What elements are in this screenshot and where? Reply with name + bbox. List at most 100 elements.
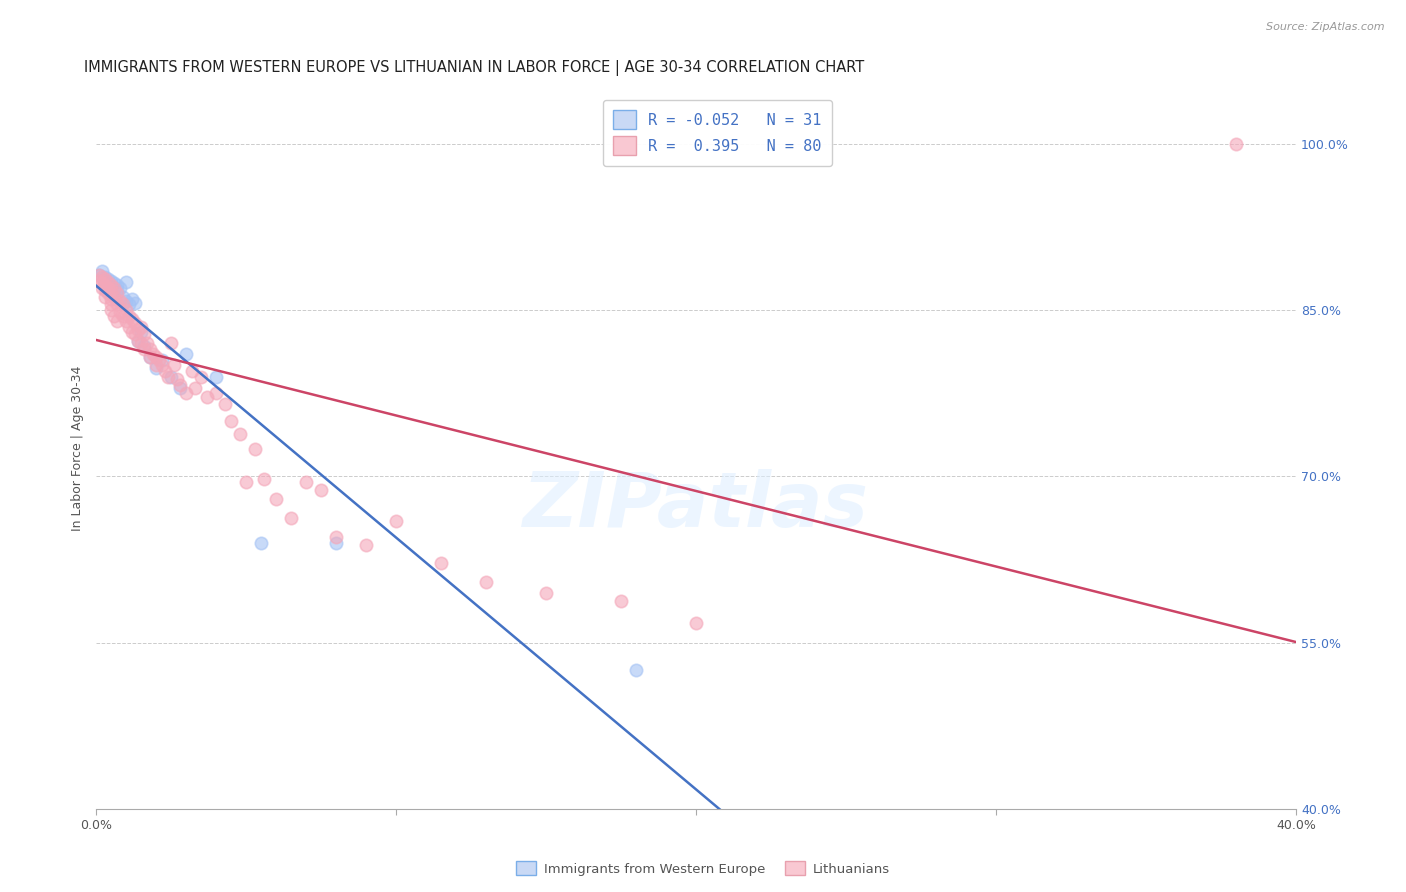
Point (264, 491, 287, 506)
Point (157, 369, 180, 384)
Point (97, 281, 120, 295)
Point (105, 286, 128, 301)
Point (184, 381, 207, 395)
Point (87, 274, 110, 288)
Point (190, 369, 212, 384)
Point (91, 269, 114, 284)
Point (105, 314, 128, 328)
Point (280, 511, 302, 525)
Point (624, 664, 647, 678)
Point (150, 352, 173, 367)
Point (94, 290, 117, 304)
Point (150, 359, 173, 373)
Point (160, 336, 183, 351)
Point (108, 294, 131, 309)
Point (94, 278, 117, 293)
Point (118, 319, 141, 334)
Point (145, 360, 167, 375)
Point (129, 319, 152, 334)
Point (243, 442, 266, 456)
Point (229, 427, 252, 442)
Point (118, 309, 141, 323)
Point (163, 359, 186, 373)
Point (94, 283, 117, 297)
Point (105, 277, 128, 292)
Point (685, 615, 707, 630)
Point (205, 369, 228, 384)
Point (195, 390, 218, 404)
Point (127, 334, 149, 348)
Point (132, 338, 155, 352)
Legend: R = -0.052   N = 31, R =  0.395   N = 80: R = -0.052 N = 31, R = 0.395 N = 80 (603, 100, 832, 166)
Point (430, 556, 453, 570)
Point (94, 269, 117, 284)
Point (108, 305, 131, 319)
Point (129, 325, 152, 339)
Point (253, 472, 276, 486)
Point (97, 278, 120, 293)
Point (112, 290, 135, 304)
Point (145, 359, 167, 373)
Point (97, 272, 120, 286)
Text: Source: ZipAtlas.com: Source: ZipAtlas.com (1267, 22, 1385, 32)
Point (129, 336, 152, 351)
Point (121, 292, 143, 306)
Point (103, 281, 125, 295)
Point (100, 277, 122, 292)
Point (100, 283, 122, 297)
Point (103, 309, 125, 323)
Point (309, 483, 332, 497)
Point (354, 538, 377, 552)
Point (100, 292, 122, 306)
Point (534, 586, 557, 600)
Point (87, 268, 110, 282)
Point (295, 475, 318, 489)
Point (142, 347, 165, 361)
Point (127, 323, 149, 337)
Point (148, 352, 170, 367)
Point (97, 286, 120, 301)
Point (610, 593, 633, 607)
Point (97, 275, 120, 289)
Point (166, 372, 188, 386)
Point (475, 574, 498, 589)
Point (103, 290, 125, 304)
Point (205, 386, 228, 401)
Point (100, 281, 122, 295)
Point (100, 274, 122, 288)
Point (124, 316, 146, 330)
Point (325, 530, 347, 544)
Point (160, 369, 183, 384)
Point (169, 381, 191, 395)
Point (105, 297, 128, 311)
Point (132, 342, 155, 356)
Point (115, 303, 138, 318)
Point (94, 272, 117, 286)
Point (169, 378, 191, 392)
Point (153, 364, 176, 378)
Point (250, 536, 273, 550)
Point (127, 334, 149, 348)
Point (139, 342, 162, 356)
Point (115, 294, 138, 309)
Point (91, 281, 114, 295)
Legend: Immigrants from Western Europe, Lithuanians: Immigrants from Western Europe, Lithuani… (510, 856, 896, 881)
Point (100, 297, 122, 311)
Point (87, 268, 110, 282)
Point (139, 350, 162, 364)
Text: IMMIGRANTS FROM WESTERN EUROPE VS LITHUANIAN IN LABOR FORCE | AGE 30-34 CORRELAT: IMMIGRANTS FROM WESTERN EUROPE VS LITHUA… (84, 60, 865, 76)
Point (100, 303, 122, 318)
Point (108, 281, 131, 295)
Point (115, 314, 138, 328)
Point (235, 475, 257, 489)
Point (115, 275, 138, 289)
Point (91, 277, 114, 291)
Point (112, 297, 135, 311)
Point (174, 386, 197, 401)
Point (91, 264, 114, 278)
Point (181, 364, 204, 378)
Y-axis label: In Labor Force | Age 30-34: In Labor Force | Age 30-34 (72, 366, 84, 532)
Point (1225, 136, 1247, 151)
Point (219, 414, 242, 428)
Point (112, 309, 135, 323)
